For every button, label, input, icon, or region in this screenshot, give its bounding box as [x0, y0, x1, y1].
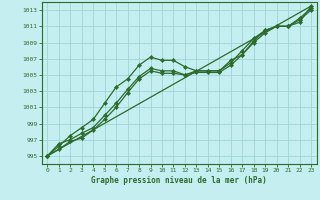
- X-axis label: Graphe pression niveau de la mer (hPa): Graphe pression niveau de la mer (hPa): [91, 176, 267, 185]
